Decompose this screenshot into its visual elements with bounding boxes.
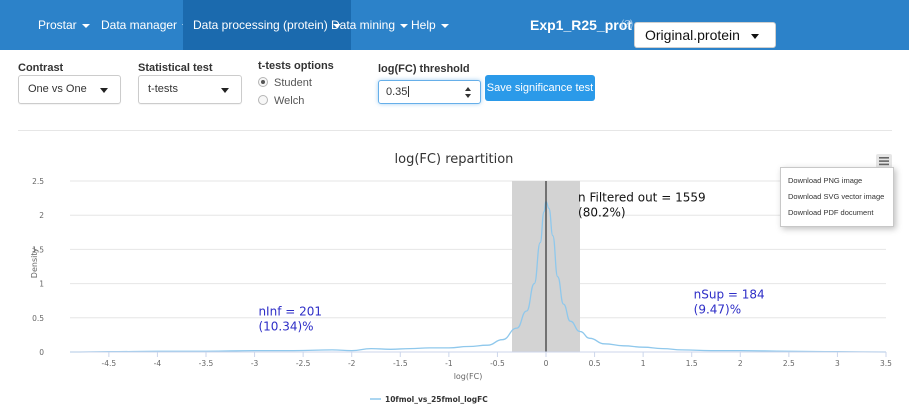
series-line bbox=[69, 200, 887, 353]
x-tick-label: 1.5 bbox=[686, 359, 698, 368]
radio-welch[interactable]: Welch bbox=[258, 95, 304, 107]
question-mark-icon[interactable]: (?) bbox=[621, 19, 634, 30]
annotation-label: n Filtered out = 1559 bbox=[578, 191, 706, 205]
x-tick-label: -4 bbox=[154, 359, 162, 368]
x-tick-label: -2 bbox=[348, 359, 356, 368]
navbar: Prostar Data manager Data processing (pr… bbox=[0, 0, 909, 50]
menu-item-download-pdf[interactable]: Download PDF document bbox=[788, 208, 874, 217]
chevron-down-icon bbox=[221, 88, 229, 93]
radio-welch-label: Welch bbox=[274, 95, 305, 107]
y-axis-ticks: 0 0.5 1 1.5 2 2.5 bbox=[32, 177, 44, 357]
x-tick-label: -1 bbox=[445, 359, 453, 368]
x-tick-label: -3.5 bbox=[199, 359, 214, 368]
x-tick-label: 3 bbox=[835, 359, 840, 368]
y-tick-label: 2 bbox=[39, 211, 44, 220]
nav-prostar[interactable]: Prostar bbox=[38, 0, 90, 50]
x-tick-label: 1 bbox=[641, 359, 646, 368]
export-menu: Download PNG image Download SVG vector i… bbox=[780, 167, 894, 227]
x-tick-label: -4.5 bbox=[102, 359, 117, 368]
radio-student[interactable]: Student bbox=[258, 77, 312, 89]
nav-help-label: Help bbox=[411, 18, 436, 32]
nav-data-manager[interactable]: Data manager bbox=[101, 0, 191, 50]
x-tick-label: -0.5 bbox=[490, 359, 505, 368]
logfc-threshold-label: log(FC) threshold bbox=[378, 63, 470, 75]
nav-data-mining-label: Data mining bbox=[331, 18, 396, 32]
annotation-percentage: (10.34)% bbox=[258, 320, 313, 334]
x-axis-label: log(FC) bbox=[454, 372, 483, 381]
nav-prostar-label: Prostar bbox=[38, 18, 77, 32]
y-tick-label: 0.5 bbox=[32, 314, 44, 323]
nav-data-manager-label: Data manager bbox=[101, 18, 178, 32]
y-axis-label: Density bbox=[30, 248, 39, 279]
contrast-label: Contrast bbox=[18, 62, 64, 74]
legend-item[interactable]: 10fmol_vs_25fmol_logFC bbox=[370, 395, 488, 404]
save-significance-test-button[interactable]: Save significance test bbox=[485, 75, 595, 101]
logfc-threshold-value: 0.35 bbox=[386, 86, 408, 98]
annotation-percentage: (80.2%) bbox=[578, 206, 625, 220]
dataset-select-value: Original.protein bbox=[645, 27, 740, 43]
menu-item-download-svg[interactable]: Download SVG vector image bbox=[788, 192, 885, 201]
chevron-down-icon bbox=[751, 34, 759, 39]
x-tick-label: -1.5 bbox=[393, 359, 408, 368]
annotation-percentage: (9.47)% bbox=[694, 303, 741, 317]
experiment-title: Exp1_R25_prot bbox=[530, 17, 632, 33]
x-tick-label: 0 bbox=[544, 359, 549, 368]
radio-unchecked-icon[interactable] bbox=[258, 95, 268, 105]
chevron-down-icon bbox=[400, 23, 409, 28]
chevron-down-icon bbox=[100, 88, 108, 93]
hamburger-bar bbox=[879, 160, 889, 162]
x-tick-label: 2 bbox=[738, 359, 743, 368]
contrast-select-value: One vs One bbox=[28, 83, 87, 95]
y-tick-label: 1 bbox=[39, 280, 44, 289]
x-tick-label: 0.5 bbox=[589, 359, 601, 368]
ttest-options-label: t-tests options bbox=[258, 60, 334, 72]
menu-item-download-png[interactable]: Download PNG image bbox=[788, 176, 863, 185]
nav-data-processing[interactable]: Data processing (protein) bbox=[183, 0, 351, 50]
y-tick-label: 0 bbox=[39, 348, 44, 357]
divider bbox=[18, 130, 892, 131]
chart-title: log(FC) repartition bbox=[395, 152, 514, 167]
annotation-label: nInf = 201 bbox=[258, 305, 322, 319]
statistical-test-label: Statistical test bbox=[138, 62, 213, 74]
hamburger-menu-icon[interactable] bbox=[876, 154, 892, 168]
nav-help[interactable]: Help bbox=[411, 0, 449, 50]
nav-data-processing-label: Data processing (protein) bbox=[193, 18, 328, 32]
statistical-test-select-value: t-tests bbox=[148, 83, 178, 95]
chevron-down-icon bbox=[81, 23, 90, 28]
radio-checked-icon[interactable] bbox=[258, 77, 268, 87]
dataset-select[interactable]: Original.protein bbox=[634, 22, 776, 48]
y-tick-label: 2.5 bbox=[32, 177, 44, 186]
statistical-test-select[interactable]: t-tests bbox=[138, 75, 242, 104]
y-tick-label: 1.5 bbox=[32, 245, 44, 254]
nav-data-mining[interactable]: Data mining bbox=[331, 0, 409, 50]
radio-student-label: Student bbox=[274, 77, 312, 89]
legend-label: 10fmol_vs_25fmol_logFC bbox=[385, 395, 488, 404]
grid-lines bbox=[70, 180, 886, 319]
annotations: n Filtered out = 1559(80.2%) nInf = 201(1… bbox=[258, 191, 764, 334]
logfc-threshold-input[interactable]: 0.35 bbox=[378, 80, 481, 104]
x-tick-label: -3 bbox=[251, 359, 259, 368]
x-tick-label: 3.5 bbox=[880, 359, 892, 368]
text-cursor bbox=[408, 86, 410, 97]
x-tick-label: 2.5 bbox=[783, 359, 795, 368]
spinner-icon[interactable] bbox=[465, 87, 471, 99]
x-tick-label: -2.5 bbox=[296, 359, 311, 368]
chevron-down-icon bbox=[440, 23, 449, 28]
logfc-density-chart: -4.5 -4 -3.5 -3 -2.5 -2 -1.5 -1 -0.5 0 0.5 1 1.5 2 2.5… bbox=[30, 152, 892, 404]
hamburger-bar bbox=[879, 157, 889, 159]
contrast-select[interactable]: One vs One bbox=[18, 75, 121, 104]
annotation-label: nSup = 184 bbox=[694, 288, 765, 302]
hamburger-bar bbox=[879, 163, 889, 166]
chevron-down-icon bbox=[332, 23, 341, 28]
x-axis-ticks: -4.5 -4 -3.5 -3 -2.5 -2 -1.5 -1 -0.5 0 0.5 1 1.5 2 2.5… bbox=[102, 352, 892, 368]
